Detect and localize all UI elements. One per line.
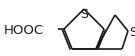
Text: S: S [80,8,88,21]
Text: S: S [129,25,135,38]
Text: HOOC: HOOC [4,23,44,36]
